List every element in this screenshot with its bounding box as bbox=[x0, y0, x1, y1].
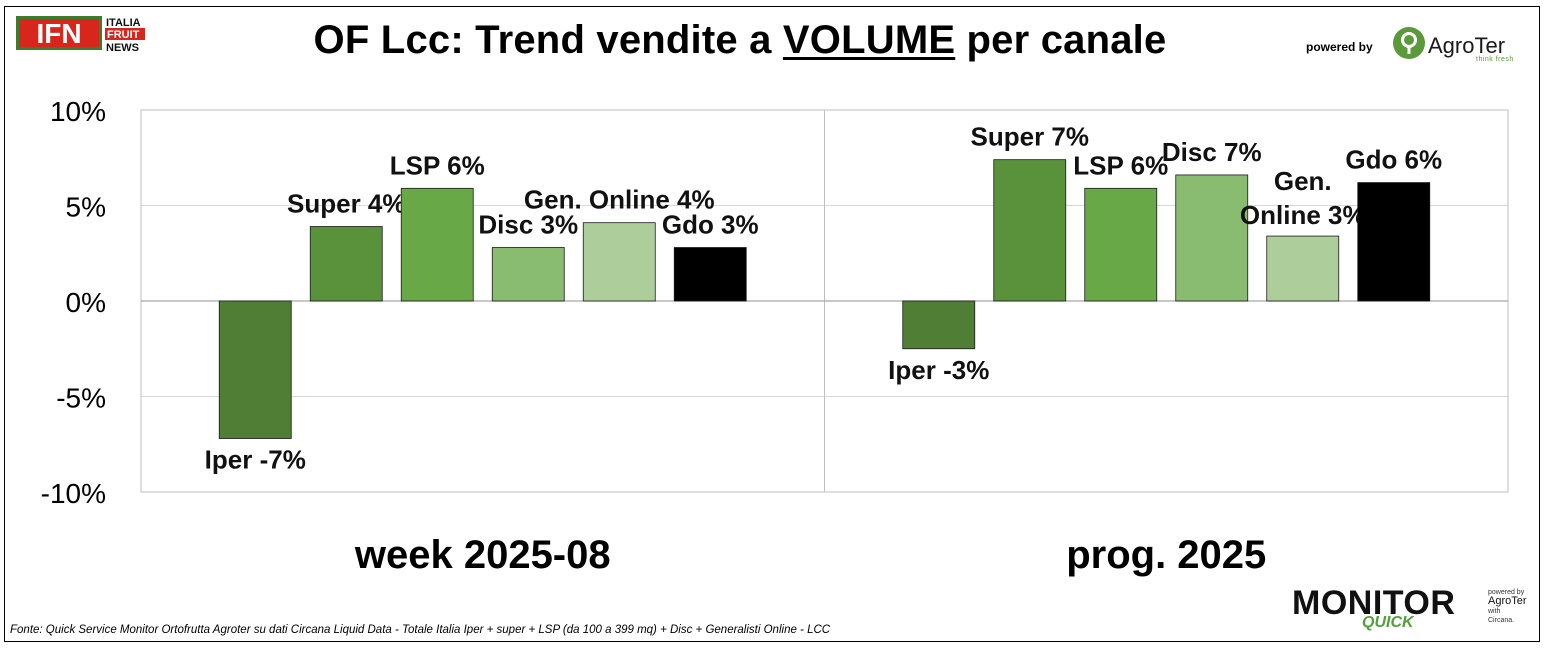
powered-by-label: powered by bbox=[1306, 40, 1373, 54]
group-label: week 2025-08 bbox=[354, 533, 611, 577]
bar bbox=[582, 222, 656, 302]
data-label: Super 4% bbox=[287, 189, 406, 219]
data-label: Gdo 3% bbox=[662, 210, 759, 240]
agroter-tree-icon bbox=[1393, 27, 1425, 59]
quick-label: QUICK bbox=[1362, 614, 1414, 631]
monitor-quick-side-credits: powered by AgroTer with Circana. bbox=[1488, 588, 1538, 625]
side-circana: Circana. bbox=[1488, 617, 1515, 624]
data-label: Super 7% bbox=[971, 122, 1090, 152]
y-tick-label: -10% bbox=[41, 478, 106, 509]
data-label: Disc 7% bbox=[1162, 137, 1262, 167]
title-suffix: per canale bbox=[955, 18, 1167, 62]
source-note: Fonte: Quick Service Monitor Ortofrutta … bbox=[10, 624, 831, 636]
data-label: Gen. Online 4% bbox=[524, 185, 715, 215]
data-label: LSP 6% bbox=[1073, 150, 1168, 180]
chart-frame bbox=[4, 6, 1540, 642]
bar bbox=[1175, 174, 1249, 302]
bar bbox=[673, 247, 747, 302]
data-label: LSP 6% bbox=[390, 150, 485, 180]
side-agroter: AgroTer bbox=[1488, 595, 1527, 607]
title-emphasis: VOLUME bbox=[782, 18, 956, 62]
bar bbox=[218, 300, 292, 439]
title-prefix: OF Lcc: Trend vendite a bbox=[313, 18, 783, 62]
data-label: Iper -7% bbox=[205, 445, 306, 475]
ifn-line3: NEWS bbox=[106, 42, 139, 54]
data-label: Disc 3% bbox=[478, 210, 578, 240]
bar bbox=[309, 226, 383, 302]
ifn-line2: FRUIT bbox=[107, 29, 140, 41]
bar bbox=[993, 159, 1067, 302]
agroter-tagline: think fresh bbox=[1476, 56, 1514, 63]
bar bbox=[491, 247, 565, 302]
bar bbox=[902, 300, 976, 350]
ifn-mark: IFN bbox=[36, 18, 81, 49]
monitor-quick-logo-text: MONITOR bbox=[1292, 584, 1456, 622]
y-tick-label: 5% bbox=[66, 192, 106, 223]
data-label: Gen. Online 3% bbox=[1240, 166, 1366, 230]
bar bbox=[1266, 235, 1340, 302]
y-tick-label: 0% bbox=[66, 287, 106, 318]
italia-fruit-news-logo: IFN ITALIA FRUIT NEWS bbox=[16, 16, 145, 54]
chart-title: OF Lcc: Trend vendite a VOLUME per canal… bbox=[0, 18, 1480, 63]
agroter-name: AgroTer bbox=[1428, 33, 1506, 58]
bar bbox=[1357, 182, 1431, 302]
ifn-line1: ITALIA bbox=[106, 17, 141, 29]
data-label: Iper -3% bbox=[888, 355, 989, 385]
y-tick-label: 10% bbox=[50, 96, 106, 127]
side-powered: powered by bbox=[1488, 589, 1525, 596]
side-with: with bbox=[1488, 608, 1501, 615]
group-label: prog. 2025 bbox=[1066, 533, 1266, 577]
data-label: Gdo 6% bbox=[1345, 145, 1442, 175]
bar bbox=[400, 187, 474, 302]
bar bbox=[1084, 187, 1158, 302]
y-tick-label: -5% bbox=[56, 383, 106, 414]
